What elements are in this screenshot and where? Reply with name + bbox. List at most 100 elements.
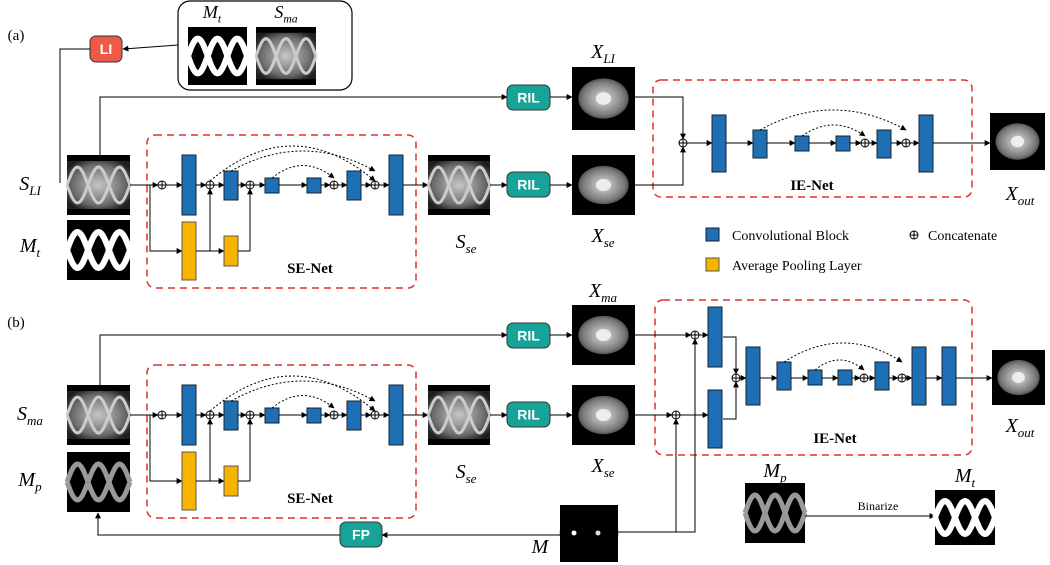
label-sub: se: [466, 241, 477, 256]
math-label: Xse: [590, 455, 614, 480]
label-base: M: [17, 469, 36, 491]
conv-block: [711, 114, 727, 173]
conv-block: [181, 154, 197, 216]
label: RIL: [517, 328, 540, 344]
label-sub: t: [218, 13, 222, 26]
conv-block: [388, 384, 404, 446]
connector: [149, 415, 183, 484]
label-sub: ma: [601, 290, 617, 305]
concat-cross: [246, 411, 254, 419]
label-base: X: [590, 225, 604, 247]
concat-cross: [158, 181, 166, 189]
label-base: X: [588, 280, 602, 302]
math-label: XLI: [590, 41, 615, 66]
connector: [59, 48, 90, 183]
concat-cross: [860, 374, 868, 382]
label-sub: ma: [283, 13, 297, 26]
concat-cross: [330, 181, 338, 189]
connector: [122, 44, 179, 52]
conv-block: [941, 346, 957, 406]
label-sub: out: [1018, 425, 1035, 440]
math-label: Xma: [588, 280, 618, 305]
concat-cross: [371, 411, 379, 419]
label-base: X: [590, 41, 604, 63]
label-base: M: [19, 235, 38, 257]
label: (a): [8, 28, 25, 44]
sine-trace: [254, 37, 318, 75]
ct-organ: [595, 179, 612, 191]
conv-block: [837, 369, 853, 386]
skip-connection: [759, 109, 907, 131]
math-label: Sse: [456, 461, 477, 486]
math-label: Xse: [590, 225, 614, 250]
math-label: Sse: [456, 231, 477, 256]
sino-band: [428, 391, 490, 439]
connector: [238, 418, 253, 482]
label: Average Pooling Layer: [732, 259, 862, 274]
label-sub: se: [466, 471, 477, 486]
connector: [238, 188, 253, 252]
label: FP: [352, 527, 370, 543]
pool-layer: [223, 235, 239, 267]
net-boundary: [146, 134, 417, 289]
skip-connection: [271, 395, 335, 409]
conv-block: [264, 177, 280, 194]
connector: [723, 381, 739, 420]
math-label: Mt: [954, 465, 976, 490]
concat-cross: [910, 231, 918, 239]
connector: [99, 332, 508, 385]
skip-connection: [230, 150, 376, 172]
metal-dot: [571, 530, 577, 536]
label-base: S: [274, 2, 283, 22]
ct-organ: [595, 92, 612, 105]
label-base: S: [17, 403, 27, 425]
conv-block: [223, 400, 239, 431]
math-label: Mp: [17, 469, 42, 494]
math-label: Mt: [202, 2, 222, 26]
sine-trace: [65, 165, 132, 205]
sino-band: [428, 161, 490, 209]
conv-block: [346, 400, 362, 431]
conv-block: [807, 369, 823, 386]
label: IE-Net: [813, 431, 856, 447]
skip-connection: [814, 359, 865, 371]
concat-cross: [158, 411, 166, 419]
pool-layer: [181, 451, 197, 511]
ct-organ: [1012, 372, 1025, 383]
sine-trace: [742, 492, 808, 534]
concat-cross: [898, 374, 906, 382]
label: RIL: [517, 177, 540, 193]
skip-connection: [783, 342, 903, 363]
conv-block: [264, 407, 280, 424]
concat-cross: [246, 181, 254, 189]
mask-clear: [560, 505, 618, 562]
sine-trace: [742, 492, 808, 534]
connector: [149, 185, 183, 254]
skip-connection: [801, 124, 866, 137]
net-boundary: [146, 364, 417, 519]
sine-trace: [185, 35, 250, 77]
conv-block: [707, 306, 723, 368]
conv-block: [776, 361, 792, 391]
label-sub: p: [779, 470, 787, 485]
connector: [723, 336, 739, 375]
pool-layer: [181, 221, 197, 281]
concat-cross: [902, 139, 910, 147]
label-base: M: [202, 2, 219, 22]
legend-pool-swatch: [705, 257, 720, 272]
conv-block: [745, 346, 761, 406]
sine-trace: [426, 165, 492, 205]
label: LI: [100, 41, 112, 57]
concat-cross: [206, 181, 214, 189]
math-label: Sma: [274, 2, 297, 26]
skip-connection: [209, 375, 376, 412]
math-label: Mp: [762, 460, 787, 485]
label-sub: se: [604, 465, 615, 480]
label-sub: p: [34, 479, 42, 494]
label-base: X: [1005, 183, 1019, 205]
concat-cross: [732, 374, 740, 382]
label: SE-Net: [287, 491, 333, 507]
ct-organ: [595, 329, 612, 341]
label: Concatenate: [928, 229, 997, 244]
label-sub: LI: [28, 183, 41, 198]
